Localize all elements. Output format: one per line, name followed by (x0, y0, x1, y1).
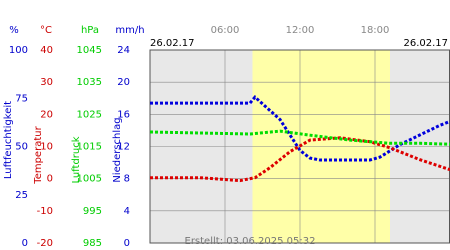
y-tick-label: 100 (9, 45, 28, 56)
y-tick-label: 75 (15, 93, 28, 104)
y-tick-label: 1015 (77, 142, 102, 153)
y-tick-label: 1035 (77, 77, 102, 88)
y-tick-label: 995 (83, 206, 102, 217)
x-tick-label: 06:00 (211, 25, 240, 36)
y-tick-label: 40 (40, 45, 53, 56)
x-tick-label: 18:00 (361, 25, 390, 36)
y-tick-label: 24 (117, 45, 130, 56)
axis-title: Luftfeuchtigkeit (3, 101, 14, 179)
y-tick-label: 0 (22, 238, 28, 249)
series-line (149, 129, 450, 146)
y-tick-label: 16 (117, 109, 130, 120)
date-right: 26.02.17 (403, 38, 448, 49)
y-tick-label: 20 (40, 109, 53, 120)
axis-title: Temperatur (33, 125, 44, 184)
y-tick-label: 1005 (77, 174, 102, 185)
y-tick-label: 50 (15, 142, 28, 153)
date-left: 26.02.17 (150, 38, 195, 49)
y-tick-label: 0 (47, 174, 53, 185)
footer: Erstellt: 03.06.2025 05:32 (185, 236, 316, 247)
y-tick-label: 1025 (77, 109, 102, 120)
axis-title: Luftdruck (71, 136, 82, 183)
y-tick-label: 25 (15, 190, 28, 201)
x-tick-label: 12:00 (286, 25, 315, 36)
y-tick-label: 8 (124, 174, 130, 185)
y-tick-label: 1045 (77, 45, 102, 56)
series-line (150, 136, 450, 183)
y-tick-label: 20 (117, 77, 130, 88)
y-tick-label: 4 (124, 206, 130, 217)
y-tick-label: 12 (117, 142, 130, 153)
axis-unit: °C (40, 25, 52, 36)
axis-unit: % (9, 25, 19, 36)
y-tick-label: 0 (124, 238, 130, 249)
axis-unit: hPa (81, 25, 99, 36)
y-tick-label: -20 (37, 238, 53, 249)
y-tick-label: 10 (40, 142, 53, 153)
axis-unit: mm/h (115, 25, 144, 36)
series-line (150, 94, 450, 162)
y-tick-label: 30 (40, 77, 53, 88)
y-tick-label: 985 (83, 238, 102, 249)
y-tick-label: -10 (37, 206, 53, 217)
axis-title: Niederschlag (112, 117, 123, 182)
